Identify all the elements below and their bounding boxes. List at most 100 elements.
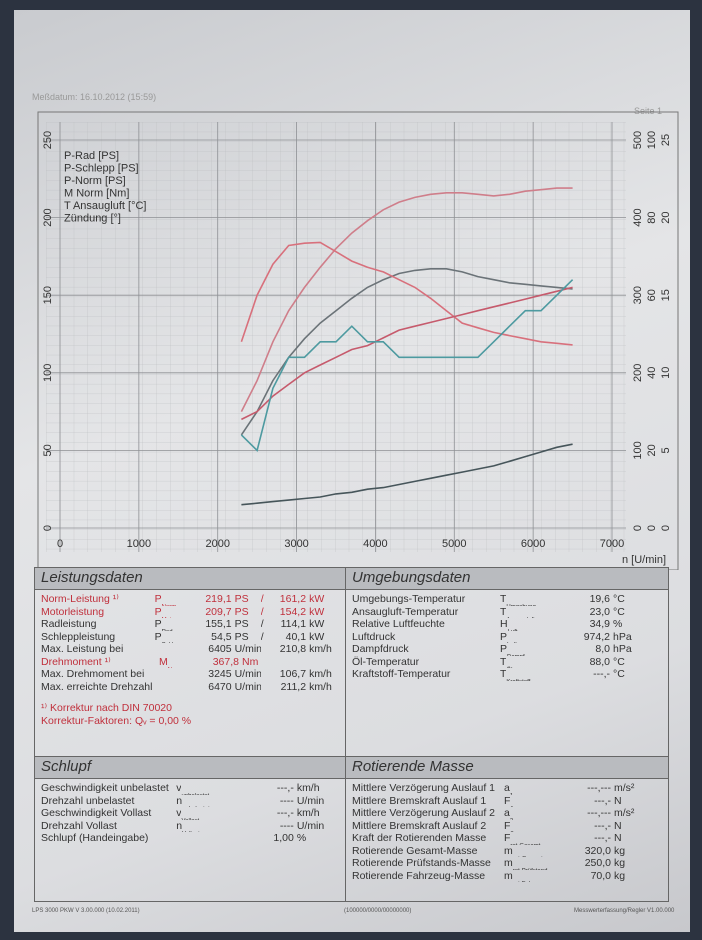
label: Mittlere Bremskraft Auslauf 2 xyxy=(352,819,487,832)
symbol-main: m xyxy=(504,869,513,882)
cell: ---,- xyxy=(594,832,611,844)
symbol: mrot-Gesamt xyxy=(504,845,566,858)
row: Rotierende Fahrzeug-Masse mrot-Fahrzeug 70… xyxy=(352,870,662,883)
label: Mittlere Verzögerung Auslauf 1 xyxy=(352,782,496,794)
paper: Meßdatum: 16.10.2012 (15:59) Seite 1 0 1 0… xyxy=(14,10,690,932)
cell: U/min/ xyxy=(234,643,261,655)
label: Drehzahl unbelastet xyxy=(41,794,135,807)
chart-frame xyxy=(37,111,679,570)
symbol xyxy=(155,681,199,694)
cell: kg xyxy=(614,857,626,869)
label: Kraft der Rotierenden Masse xyxy=(352,832,487,844)
section-title: Leistungsdaten xyxy=(35,568,345,590)
y4-tick-label: 0 xyxy=(660,525,672,531)
x-axis-label: n [U/min] xyxy=(622,554,666,566)
date: Meßdatum: 16.10.2012 (15:59) xyxy=(32,92,157,102)
cell: 6470 xyxy=(208,680,232,693)
cell: km/h xyxy=(296,782,320,794)
symbol: a1 xyxy=(504,782,566,795)
cell: PS xyxy=(234,593,249,605)
cell: 250,0 xyxy=(584,857,611,869)
row: Schlupf (Handeingabe) 1,00% xyxy=(41,832,339,845)
section-title: Schlupf xyxy=(35,757,345,779)
note: Korrektur-Faktoren: Qᵥ = 0,00 % xyxy=(41,715,192,727)
symbol-sub: rot-Fahrzeug xyxy=(513,881,547,882)
symbol: PMot xyxy=(155,606,199,619)
symbol: Frot-Gesamt xyxy=(504,832,566,845)
y4-tick-label: 25 xyxy=(660,134,672,146)
cell: U/min/ xyxy=(234,668,261,680)
symbol: TKraftstoff xyxy=(500,668,560,681)
rows: Mittlere Verzögerung Auslauf 1a1---,---m… xyxy=(346,779,668,885)
section: Rotierende Masse Mittlere Verzögerung Aus… xyxy=(345,756,669,902)
cell: 70,0 xyxy=(590,869,611,882)
cell: 219,1 xyxy=(205,593,232,605)
cell: N xyxy=(614,794,622,807)
y3-tick-label: 60 xyxy=(646,289,658,301)
symbol-sub: Dampf xyxy=(507,655,525,656)
rows: Norm-Leistung ¹⁾PNorm219,1PS/161,2kWMoto… xyxy=(35,590,345,696)
symbol-sub: Umgebung xyxy=(506,605,535,606)
cell: °C xyxy=(613,593,625,605)
cell: 3245 xyxy=(208,668,232,680)
symbol-main: P xyxy=(500,643,508,655)
y4-tick-label: 20 xyxy=(660,211,672,223)
symbol-sub: Norm xyxy=(168,667,183,668)
symbol-main: v xyxy=(176,807,182,819)
label: Schlupf (Handeingabe) xyxy=(41,832,149,844)
row: Geschwindigkeit Vollast vVollast ---,-km/h xyxy=(41,807,339,820)
x-tick-label: 2000 xyxy=(205,538,229,550)
cell: ---,- xyxy=(593,668,610,680)
row: Max. erreichte Drehzahl 6470U/min/211,2km… xyxy=(41,681,339,694)
cell: 6405 xyxy=(208,643,232,655)
row: Motorleistung PMot 209,7PS / 154,2kW xyxy=(41,606,339,619)
symbol-main: a xyxy=(504,807,510,819)
symbol-sub: unbelastet xyxy=(181,794,209,795)
section-title: Rotierende Masse xyxy=(346,757,668,779)
series-line xyxy=(241,443,573,506)
cell: 19,6 xyxy=(589,593,610,605)
cell: 209,7 xyxy=(205,605,232,618)
symbol-main: a xyxy=(504,782,510,794)
x-tick-label: 5000 xyxy=(442,538,466,550)
x-tick-label: 3000 xyxy=(284,538,308,550)
row: Öl-Temperatur TÖl 88,0°C xyxy=(352,656,662,669)
y2-tick-label: 0 xyxy=(632,525,644,531)
label: Radleistung xyxy=(41,618,97,630)
cell: / xyxy=(260,630,264,643)
x-tick-label: 7000 xyxy=(600,538,624,550)
y3-tick-label: 40 xyxy=(646,367,658,379)
symbol-sub: rot-Gesamt xyxy=(513,856,543,857)
cell: ---,- xyxy=(594,794,611,807)
notes: ¹⁾ Korrektur nach DIN 70020 Korrektur-Fak… xyxy=(35,702,345,728)
cell: kW xyxy=(309,630,325,643)
cell: 23,0 xyxy=(589,605,610,618)
symbol xyxy=(155,668,199,681)
row: Norm-Leistung ¹⁾ PNorm 219,1PS / 161,2kW xyxy=(41,593,339,606)
symbol-main: n xyxy=(176,794,183,807)
page-number: Seite 1 xyxy=(634,106,663,116)
symbol: mrot-Fahrzeug xyxy=(504,870,566,883)
cell: Nm xyxy=(242,655,259,668)
symbol-sub: Ansaugluft xyxy=(506,617,534,618)
y-tick-label: 50 xyxy=(42,444,54,456)
cell: 155,1 xyxy=(205,618,232,630)
symbol-main: n xyxy=(176,819,183,832)
symbol-sub: 1 xyxy=(510,794,513,795)
y2-tick-label: 400 xyxy=(632,208,644,226)
legend-entry: T Ansaugluft [°C] xyxy=(64,200,146,212)
footer-text: (100000/0000/00000000) xyxy=(344,908,412,914)
cell: kW xyxy=(309,593,325,605)
cell: 154,2 xyxy=(279,605,307,618)
symbol: TÖl xyxy=(500,656,560,669)
cell xyxy=(261,668,272,681)
cell: % xyxy=(296,832,307,844)
symbol-sub: Rad xyxy=(162,630,173,631)
cell: 54,5 xyxy=(211,630,232,643)
cell: 974,2 xyxy=(583,630,610,643)
cell: 320,0 xyxy=(584,844,611,857)
